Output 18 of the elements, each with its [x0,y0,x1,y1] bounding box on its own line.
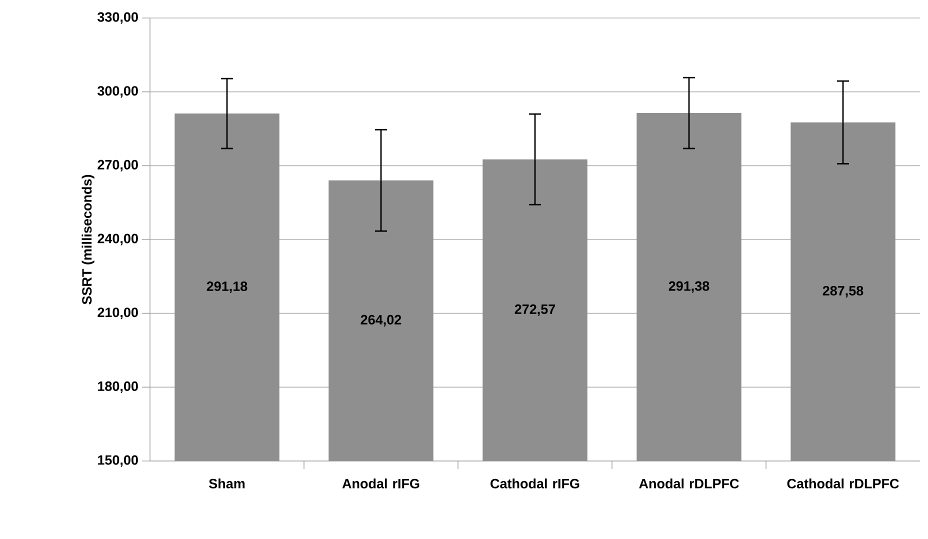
y-tick-label: 270,00 [98,160,138,172]
x-tick-label: Cathodal rDLPFC [787,478,899,488]
x-tick-label: Anodal rIFG [342,478,420,488]
y-tick-label: 150,00 [98,455,138,467]
y-tick-label: 300,00 [98,86,138,98]
x-tick-label: Anodal rDLPFC [639,478,739,488]
data-label: 287,58 [822,286,864,298]
y-tick-label: 180,00 [98,381,138,393]
x-tick-label: Sham [209,478,245,488]
data-label: 264,02 [360,314,402,326]
y-tick-label: 330,00 [98,12,138,24]
y-axis-title: SSRT (milliseconds) [82,174,94,304]
x-tick-label: Cathodal rIFG [490,478,580,488]
data-label: 272,57 [514,304,556,316]
data-label: 291,18 [206,282,248,294]
y-tick-label: 210,00 [98,308,138,320]
data-label: 291,38 [668,281,710,293]
y-tick-label: 240,00 [98,234,138,246]
